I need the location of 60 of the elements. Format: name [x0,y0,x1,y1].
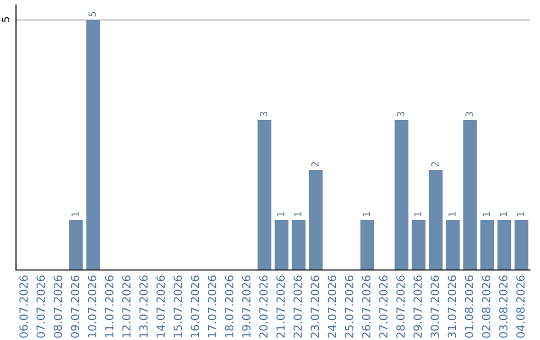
x-tick-label: 14.07.2026 [156,276,165,338]
data-label: 1 [482,212,490,216]
x-tick-label: 26.07.2026 [362,276,370,338]
bar [480,220,494,270]
data-label: 1 [72,212,79,216]
data-label: 5 [88,12,96,16]
x-tick-label: 02.08.2026 [482,276,490,338]
data-label: 3 [466,112,473,116]
bar [446,220,460,270]
data-label: 2 [431,162,438,167]
x-tick-label: 28.07.2026 [396,276,405,338]
x-tick-label: 11.07.2026 [105,276,114,338]
x-tick-label: 29.07.2026 [413,276,422,338]
bar [292,220,306,270]
bar [497,220,512,270]
data-label: 3 [396,112,404,116]
data-label: 1 [414,212,422,216]
x-tick-label: 17.07.2026 [208,276,216,338]
bar [428,170,443,270]
data-label: 2 [311,162,319,167]
x-tick-label: 08.07.2026 [54,276,62,338]
bar [308,170,323,270]
x-tick-label: 10.07.2026 [88,276,96,338]
x-tick-label: 12.07.2026 [122,276,131,338]
x-tick-label: 13.07.2026 [139,276,148,338]
bar [394,120,408,270]
data-label: 1 [294,212,302,216]
data-label: 1 [500,212,507,216]
bar [258,120,272,270]
bar [360,220,374,270]
x-tick-label: 16.07.2026 [190,276,200,338]
x-tick-label: 07.07.2026 [36,276,45,338]
bar [274,220,288,270]
x-tick-label: 18.07.2026 [224,276,234,338]
x-tick-label: 22.07.2026 [294,276,302,338]
bar [463,120,477,270]
x-tick-label: 20.07.2026 [259,276,268,338]
bar [514,220,528,270]
x-tick-label: 30.07.2026 [430,276,439,338]
bar [412,220,426,270]
x-tick-label: 09.07.2026 [70,276,80,338]
bar [69,220,83,270]
x-tick-label: 03.08.2026 [499,276,508,338]
x-tick-label: 21.07.2026 [276,276,285,338]
x-tick-label: 19.07.2026 [242,276,251,338]
x-tick-label: 27.07.2026 [379,276,388,338]
data-label: 1 [277,212,284,216]
data-label: 1 [448,212,456,216]
data-label: 3 [260,112,268,116]
x-tick-label: 31.07.2026 [448,276,456,338]
x-tick-label: 06.07.2026 [19,276,28,338]
data-label: 1 [517,212,524,216]
x-tick-label: 25.07.2026 [344,276,354,338]
x-tick-label: 15.07.2026 [174,276,182,338]
x-tick-label: 24.07.2026 [328,276,336,338]
bar [86,20,100,270]
data-label: 1 [362,212,370,216]
x-tick-label: 04.08.2026 [516,276,525,338]
x-tick-label: 01.08.2026 [464,276,474,338]
x-tick-label: 23.07.2026 [310,276,320,338]
